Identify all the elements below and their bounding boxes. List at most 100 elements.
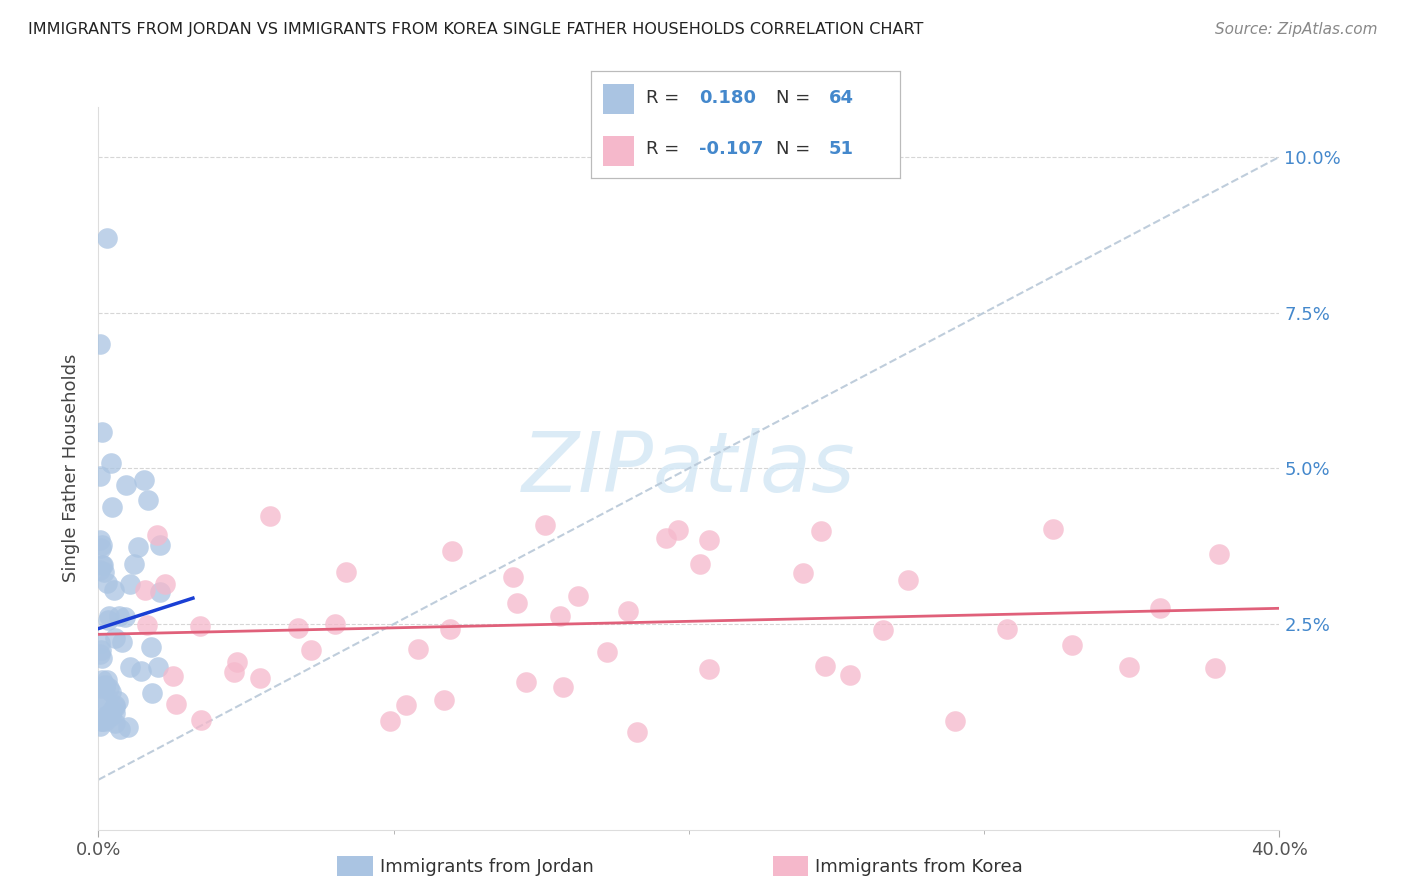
Point — [502, 570, 524, 584]
Point — [117, 720, 139, 734]
Point — [91, 538, 114, 552]
Point — [146, 527, 169, 541]
Point — [153, 577, 176, 591]
Point — [943, 714, 966, 728]
Point — [96, 576, 118, 591]
Point — [190, 714, 212, 728]
FancyBboxPatch shape — [603, 136, 634, 166]
Point — [141, 686, 163, 700]
Point — [814, 659, 837, 673]
Point — [104, 715, 127, 730]
Point — [93, 694, 115, 708]
Point — [104, 631, 127, 645]
Point — [505, 596, 527, 610]
FancyBboxPatch shape — [603, 84, 634, 114]
Point — [103, 582, 125, 597]
Point — [548, 609, 571, 624]
Point — [89, 562, 111, 576]
Point — [515, 674, 537, 689]
Point — [225, 655, 247, 669]
Point — [90, 541, 112, 556]
Point — [439, 622, 461, 636]
Point — [98, 609, 121, 624]
Point — [104, 698, 127, 712]
Point — [111, 635, 134, 649]
Point — [94, 710, 117, 724]
Point — [617, 604, 640, 618]
Point — [93, 678, 115, 692]
Point — [897, 573, 920, 587]
Point — [666, 523, 689, 537]
Point — [104, 706, 127, 720]
Point — [96, 710, 118, 724]
Point — [91, 558, 114, 572]
Point — [134, 583, 156, 598]
Point — [995, 623, 1018, 637]
Y-axis label: Single Father Households: Single Father Households — [62, 354, 80, 582]
Point — [792, 566, 814, 580]
Point — [1204, 660, 1226, 674]
Point — [299, 643, 322, 657]
Point — [132, 473, 155, 487]
Point — [100, 684, 122, 698]
Point — [89, 690, 111, 705]
Point — [120, 576, 142, 591]
Text: Immigrants from Korea: Immigrants from Korea — [815, 858, 1024, 876]
Point — [90, 643, 112, 657]
Text: N =: N = — [776, 140, 815, 158]
Point — [91, 714, 114, 729]
Point — [89, 336, 111, 351]
Point — [1060, 638, 1083, 652]
Point — [440, 544, 463, 558]
Text: R =: R = — [647, 140, 685, 158]
Point — [90, 714, 112, 729]
Point — [97, 681, 120, 695]
Point — [127, 541, 149, 555]
Point — [97, 614, 120, 628]
Point — [108, 609, 131, 624]
Point — [188, 619, 211, 633]
Point — [567, 590, 589, 604]
Point — [107, 694, 129, 708]
Point — [114, 478, 136, 492]
Point — [101, 703, 124, 717]
Point — [1149, 601, 1171, 615]
Point — [249, 671, 271, 685]
Point — [129, 664, 152, 678]
Point — [626, 724, 648, 739]
Point — [90, 681, 112, 695]
Point — [655, 531, 678, 545]
Point — [114, 610, 136, 624]
Point — [395, 698, 418, 713]
Point — [810, 524, 832, 539]
Point — [1118, 660, 1140, 674]
Point — [1208, 547, 1230, 561]
Point — [165, 697, 187, 711]
Point — [91, 673, 114, 687]
Point — [259, 509, 281, 524]
Point — [149, 585, 172, 599]
Point — [139, 640, 162, 654]
Text: 0.180: 0.180 — [699, 88, 756, 106]
Point — [94, 709, 117, 723]
Point — [534, 518, 557, 533]
Point — [146, 660, 169, 674]
Point — [100, 500, 122, 514]
Point — [94, 714, 117, 728]
Point — [697, 533, 720, 548]
Point — [136, 492, 159, 507]
Point — [162, 669, 184, 683]
Text: 51: 51 — [828, 140, 853, 158]
Point — [89, 719, 111, 733]
Point — [689, 557, 711, 571]
Point — [89, 636, 111, 650]
Point — [433, 693, 456, 707]
Point — [89, 469, 111, 483]
Point — [93, 565, 115, 579]
Point — [96, 673, 118, 688]
Point — [406, 641, 429, 656]
Point — [100, 456, 122, 470]
Point — [596, 645, 619, 659]
Text: IMMIGRANTS FROM JORDAN VS IMMIGRANTS FROM KOREA SINGLE FATHER HOUSEHOLDS CORRELA: IMMIGRANTS FROM JORDAN VS IMMIGRANTS FRO… — [28, 22, 924, 37]
Text: Immigrants from Jordan: Immigrants from Jordan — [380, 858, 593, 876]
